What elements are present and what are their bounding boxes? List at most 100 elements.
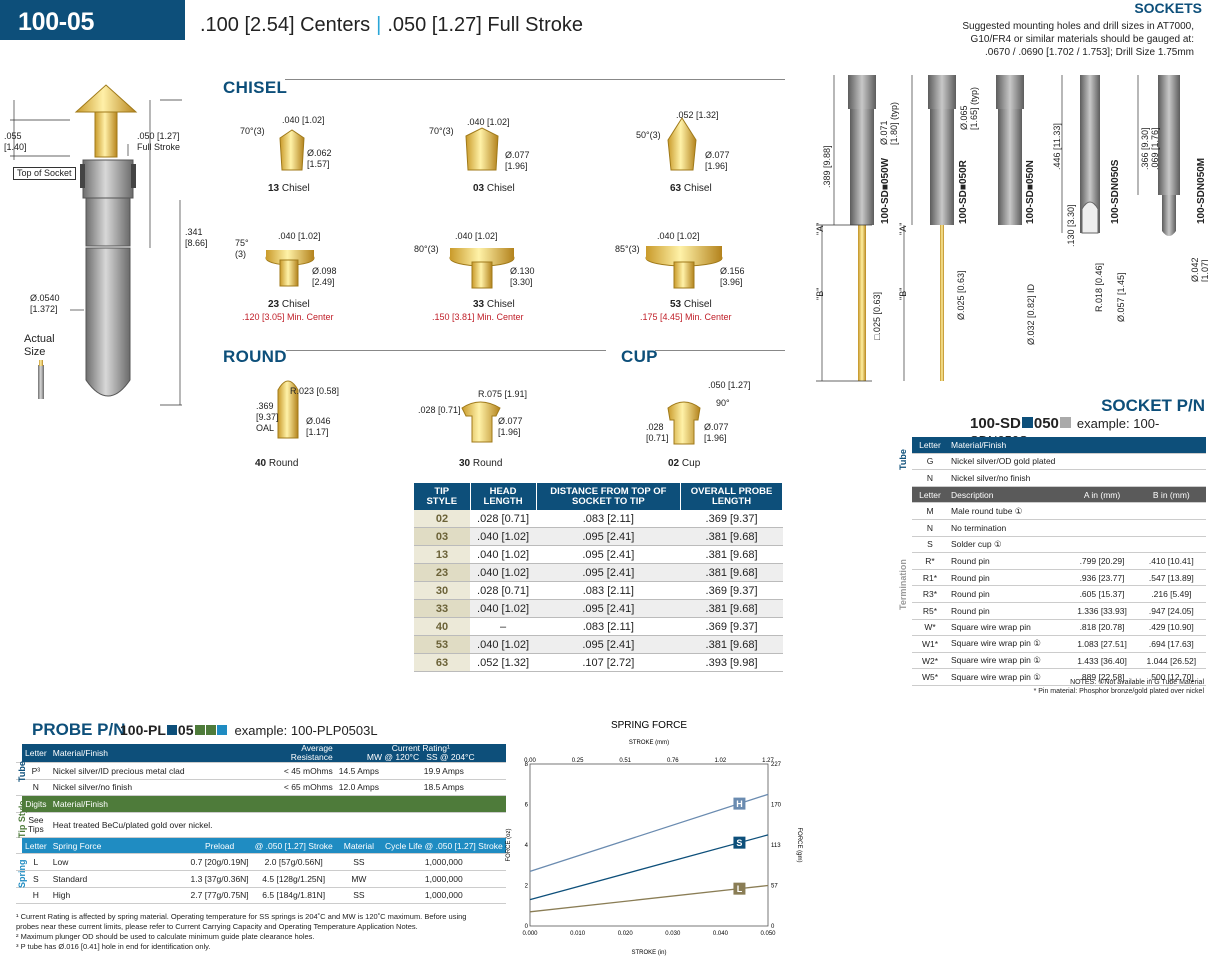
tip53-type: Chisel: [683, 299, 712, 310]
tip03-angle: 70°(3): [429, 126, 454, 136]
dim-042: Ø.042 [1.07]: [1190, 257, 1208, 282]
col-letter: Letter: [912, 486, 948, 504]
dim-diameter: Ø.0540 [1.372]: [30, 293, 60, 314]
x2-tick-label: 0.76: [667, 758, 679, 764]
tip02-depth: .050 [1.27]: [708, 380, 751, 390]
tip-value-cell: .095 [2.41]: [536, 599, 681, 618]
tip63-name: 63 Chisel: [670, 183, 712, 194]
cup-section-title: CUP: [621, 347, 658, 366]
tip-value-cell: .083 [2.11]: [536, 617, 681, 636]
cup-rule: [655, 350, 785, 351]
probe-spring-header: Letter Spring Force Preload @ .050 [1.27…: [16, 837, 506, 855]
letter-cell: M: [912, 502, 948, 520]
part-050r: 100-SD■050R: [958, 160, 969, 224]
mw-label: MW @ 120°C: [366, 752, 420, 762]
letter-cell: R*: [912, 552, 948, 570]
tip-table-row: 30.028 [0.71] .083 [2.11] .369 [9.37]: [414, 581, 783, 600]
tube-swatch: [1021, 417, 1033, 428]
stroke-text: .050 [1.27] Full Stroke: [387, 14, 583, 36]
tip-table-row: 23.040 [1.02] .095 [2.41] .381 [9.68]: [414, 563, 783, 582]
tip13-angle: 70°(3): [240, 126, 265, 136]
tip-value-cell: .095 [2.41]: [536, 563, 681, 582]
side-spacer: [894, 636, 912, 653]
material-cell: Nickel silver/OD gold plated: [948, 453, 1206, 471]
series-L-badge: [733, 882, 746, 895]
term-header: Letter Description A in (mm) B in (mm): [894, 486, 1206, 504]
col-head-length: HEAD LENGTH: [470, 483, 537, 510]
y2-tick-label: 57: [771, 884, 778, 890]
socket-code-mid: 050: [1033, 415, 1059, 432]
tip02-dia: Ø.077 [1.96]: [704, 422, 729, 443]
tip03-name: 03 Chisel: [473, 183, 515, 194]
letter-cell: R3*: [912, 585, 948, 603]
mw-cell: 14.5 Amps: [335, 762, 382, 780]
spring-cell: L: [22, 853, 50, 871]
a-cell: .818 [20.78]: [1067, 619, 1137, 637]
side-spacer: [16, 870, 22, 888]
tip-value-cell: .083 [2.11]: [536, 581, 681, 600]
series-L-label: L: [737, 884, 743, 894]
tip40-radius: R.023 [0.58]: [290, 386, 340, 396]
tip-13-shape: [279, 129, 305, 171]
spring-cell: Standard: [49, 870, 188, 888]
letter-cell: N: [22, 779, 50, 797]
y-tick-label: 4: [525, 843, 529, 849]
tip02-name: 02 Cup: [668, 458, 700, 469]
tube-header: Letter Material/Finish: [894, 437, 1206, 454]
tip-table-row: 03.040 [1.02] .095 [2.41] .381 [9.68]: [414, 527, 783, 546]
letter-cell: G: [912, 453, 948, 471]
chisel-section-title: CHISEL: [223, 78, 288, 97]
x-axis-label: STROKE (in): [631, 950, 666, 956]
tip33-num: 33: [473, 299, 485, 310]
socket-term-row: W2* Square wire wrap pin ① 1.433 [36.40] 1.…: [894, 652, 1206, 670]
ss-cell: 19.9 Amps: [381, 762, 506, 780]
part-050n: 100-SD■050N: [1025, 160, 1036, 224]
probe-tube-row: N Nickel silver/no finish < 65 mOhms 12.0 A…: [16, 779, 506, 797]
col-a: A in (mm): [1067, 486, 1137, 504]
socket-term-row: W* Square wire wrap pin .818 [20.78] .429 […: [894, 619, 1206, 637]
spring-cell: High: [49, 887, 188, 905]
series-S-line: [529, 834, 769, 901]
col-letter: Letter: [912, 437, 948, 454]
col-digits: Digits: [22, 795, 50, 813]
tip03-num: 03: [473, 183, 485, 194]
letter-cell: S: [912, 536, 948, 554]
spring-cell: H: [22, 887, 50, 905]
y-tick-label: 0: [525, 924, 529, 930]
tip-table-row: 02.028 [0.71] .083 [2.11] .369 [9.37]: [414, 510, 783, 528]
tip53-head: .040 [1.02]: [657, 231, 700, 241]
probe-tube-header: Letter Material/Finish Average Resistanc…: [16, 744, 506, 763]
actual-size-label: Actual Size: [24, 333, 55, 358]
tip53-angle: 85°(3): [615, 244, 640, 254]
material-cell: Heat treated BeCu/plated gold over nicke…: [49, 812, 506, 838]
tip13-type: Chisel: [281, 183, 310, 194]
socket-term-row: R5* Round pin 1.336 [33.93] .947 [24.05]: [894, 602, 1206, 620]
y2-tick-label: 0: [771, 924, 775, 930]
round-section-title: ROUND: [223, 347, 287, 366]
side-spacer: [16, 762, 22, 780]
tip-value-cell: .381 [9.68]: [680, 545, 783, 564]
tube-side-label: Tube: [898, 449, 908, 470]
b-cell: .500 [12.70]: [1136, 668, 1206, 686]
tip40-type: Round: [268, 458, 299, 469]
tip-table-header: TIP STYLE HEAD LENGTH DISTANCE FROM TOP …: [414, 483, 783, 510]
x2-tick-label: 0.25: [572, 758, 584, 764]
col-material: Material: [335, 837, 382, 855]
tip40-oal: .369 [9.37] OAL: [256, 401, 279, 433]
tip33-name: 33 Chisel: [473, 299, 515, 310]
socket-pn-table: Letter Material/Finish G Nickel silver/OD…: [894, 437, 1206, 686]
series-H-badge: [733, 797, 746, 810]
b-cell: .216 [5.49]: [1136, 585, 1206, 603]
dim-055: .055 [1.40]: [4, 131, 27, 152]
tip-02-shape: [667, 401, 701, 445]
spring-cell: 2.0 [57g/0.56N]: [251, 853, 336, 871]
b-cell: [1136, 536, 1206, 554]
spring-swatch: [216, 725, 227, 735]
socket-notes: NOTES: ①Not available in G Tube Material…: [1034, 678, 1204, 696]
probe-pn-code: 100-PL 05 example: 100-PLP0503L: [120, 722, 378, 738]
tip-40-shape: [277, 380, 299, 439]
probe-tip-header: Digits Material/Finish: [16, 795, 506, 813]
side-spacer: [16, 812, 22, 838]
letter-cell: R5*: [912, 602, 948, 620]
x-tick-label: 0.000: [522, 931, 538, 937]
